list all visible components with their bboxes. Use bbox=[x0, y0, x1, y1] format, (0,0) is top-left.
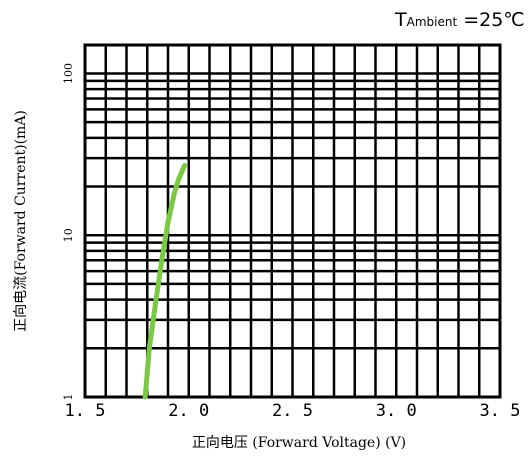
y-tick-label: 10 bbox=[62, 228, 75, 242]
plot-frame bbox=[83, 43, 502, 399]
condition-subscript: Ambient bbox=[407, 15, 458, 29]
condition-label: TAmbient =25℃ bbox=[394, 9, 525, 31]
x-tick-labels: 1. 5 2. 0 2. 5 3. 0 3. 5 bbox=[65, 401, 521, 421]
x-tick-label: 2. 5 bbox=[272, 401, 313, 421]
x-tick-label: 2. 0 bbox=[168, 401, 209, 421]
y-tick-label: 100 bbox=[62, 63, 75, 84]
x-axis-label: 正向电压 (Forward Voltage) (V) bbox=[192, 435, 406, 451]
plot-grid bbox=[85, 45, 500, 397]
x-tick-label: 3. 5 bbox=[480, 401, 521, 421]
condition-suffix: =25℃ bbox=[457, 9, 524, 31]
condition-prefix: T bbox=[394, 9, 407, 31]
y-tick-labels: 1 10 100 bbox=[62, 63, 75, 401]
forward-current-curve bbox=[142, 162, 188, 400]
y-axis-label: 正向电流(Forward Current)(mA) bbox=[13, 110, 29, 332]
x-tick-label: 1. 5 bbox=[65, 401, 106, 421]
y-tick-label: 1 bbox=[62, 394, 75, 401]
x-tick-label: 3. 0 bbox=[376, 401, 417, 421]
